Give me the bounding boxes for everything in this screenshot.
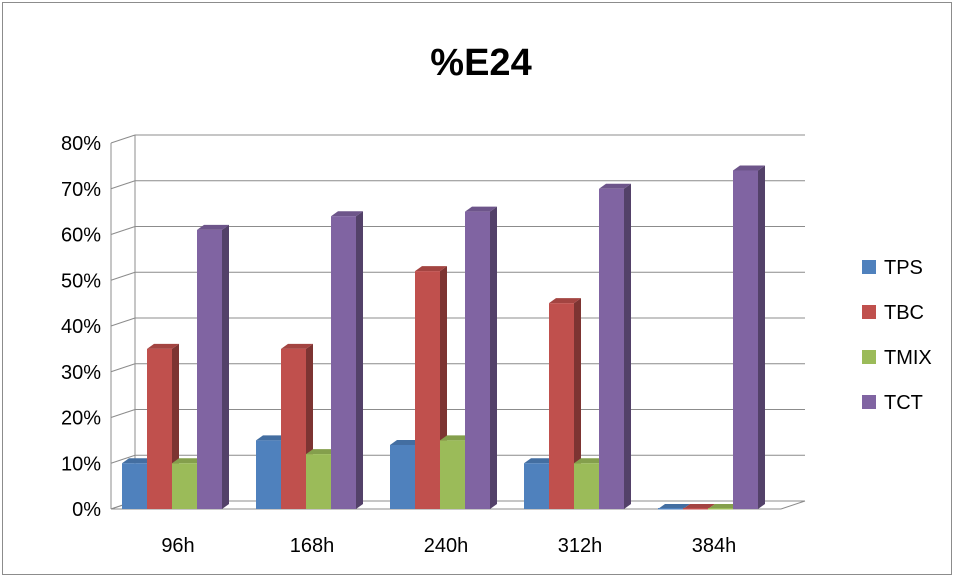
bar-front (599, 188, 624, 509)
bar-front (574, 463, 599, 509)
legend-swatch (862, 305, 876, 319)
bar-tbc-384h (683, 504, 715, 510)
y-tick-label: 60% (61, 225, 101, 247)
y-tick-label: 80% (61, 133, 101, 155)
bar-top (733, 165, 765, 171)
bar-front (524, 463, 549, 509)
bar-top (390, 439, 422, 445)
bar-front (465, 211, 490, 509)
bar-top (415, 266, 447, 272)
x-axis-ticks: 96h 168h 240h 312h 384h (161, 535, 736, 557)
bar-top (440, 435, 472, 441)
bar-top (172, 458, 204, 464)
legend-label: TBC (884, 302, 924, 324)
bar-top (147, 343, 179, 349)
bar-top (256, 435, 288, 441)
bar-front (390, 444, 415, 509)
gridline-side (110, 409, 136, 418)
bars (122, 165, 765, 510)
gridline-side (110, 226, 136, 235)
bar-front (440, 440, 465, 509)
y-tick-label: 30% (61, 362, 101, 384)
bar-tps-384h (658, 504, 690, 510)
x-tick-label: 96h (161, 535, 194, 557)
bar-front (147, 348, 172, 509)
legend-item-tmix: TMIX (862, 347, 932, 369)
x-tick-label: 384h (692, 535, 737, 557)
bar-front (197, 229, 222, 510)
bar-top (197, 224, 229, 230)
bar-top (306, 449, 338, 455)
legend: TPS TBC TMIX TCT (862, 257, 932, 414)
bar-front (415, 271, 440, 509)
gridline-side (110, 454, 136, 464)
bar-top (465, 206, 497, 212)
gridline-side (110, 180, 136, 190)
y-tick-label: 10% (61, 453, 101, 475)
bar-top (122, 458, 154, 464)
bar-top (281, 343, 313, 349)
x-tick-label: 240h (424, 535, 469, 557)
bar-chart: %E24 0% 10% 20% 30% 40% 50% 60% 70% 80% 96h 168h 2… (61, 42, 932, 557)
bar-side (490, 206, 497, 509)
bar-side (356, 211, 363, 509)
bar-side (758, 165, 765, 509)
floor-right-edge (780, 500, 806, 510)
bar-top (549, 298, 581, 304)
y-tick-label: 20% (61, 408, 101, 430)
gridline-side (110, 271, 136, 281)
bar-tmix-384h (708, 504, 740, 510)
y-tick-label: 70% (61, 179, 101, 201)
legend-swatch (862, 350, 876, 364)
bar-top (331, 211, 363, 217)
bar-side (574, 298, 581, 509)
gridline-side (110, 134, 136, 144)
legend-swatch (862, 395, 876, 409)
bar-front (306, 454, 331, 509)
bar-tct-168h (331, 211, 363, 509)
y-tick-label: 40% (61, 316, 101, 338)
legend-item-tct: TCT (862, 392, 923, 414)
bar-front (733, 170, 758, 509)
y-tick-label: 0% (72, 499, 101, 521)
x-tick-label: 168h (290, 535, 335, 557)
bar-tct-96h (197, 224, 229, 510)
bar-top (683, 504, 715, 509)
bar-side (222, 224, 229, 510)
bar-side (624, 183, 631, 509)
bar-front (256, 440, 281, 509)
bar-top (599, 183, 631, 189)
bar-top (574, 458, 606, 464)
gridline-side (110, 363, 136, 373)
x-tick-label: 312h (558, 535, 603, 557)
bar-front (172, 463, 197, 509)
bar-top (658, 504, 690, 509)
gridline-side (110, 317, 136, 327)
bar-tct-240h (465, 206, 497, 509)
bar-tct-384h (733, 165, 765, 509)
bar-top (708, 504, 740, 509)
legend-label: TPS (884, 257, 923, 279)
legend-swatch (862, 260, 876, 274)
bar-front (549, 303, 574, 509)
bar-front (281, 348, 306, 509)
bar-front (683, 508, 708, 510)
y-axis-ticks: 0% 10% 20% 30% 40% 50% 60% 70% 80% (61, 133, 101, 521)
bar-top (524, 458, 556, 464)
bar-front (122, 463, 147, 509)
legend-item-tbc: TBC (862, 302, 924, 324)
chart-title: %E24 (430, 42, 531, 84)
legend-item-tps: TPS (862, 257, 923, 279)
bar-front (708, 508, 733, 510)
bar-front (658, 508, 683, 510)
y-tick-label: 50% (61, 270, 101, 292)
bar-tct-312h (599, 183, 631, 509)
legend-label: TMIX (884, 347, 932, 369)
bar-tbc-312h (549, 298, 581, 509)
legend-label: TCT (884, 392, 923, 414)
bar-front (331, 216, 356, 509)
